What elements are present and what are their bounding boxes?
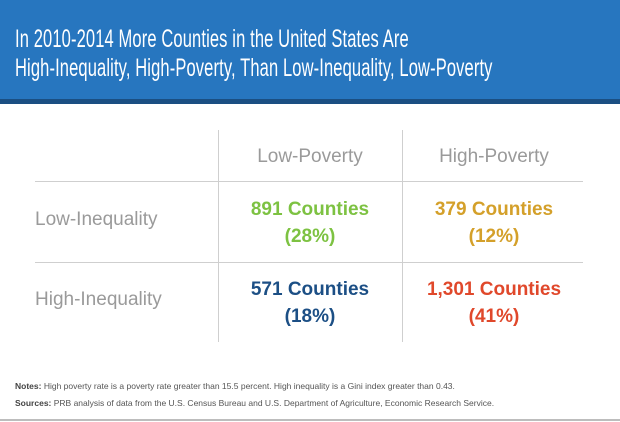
row-header-high-inequality: High-Inequality [35, 289, 162, 310]
row-divider-1 [35, 181, 583, 182]
cell-percent: (28%) [284, 226, 336, 247]
sources-text: Sources: PRB analysis of data from the U… [15, 398, 494, 408]
cell-low-inequality-high-poverty: 379 Counties (12%) [402, 196, 586, 250]
cell-count: 891 Counties [250, 199, 370, 220]
cell-count: 379 Counties [434, 199, 554, 220]
row-divider-2 [35, 262, 583, 263]
sources-label: Sources: [15, 398, 52, 408]
column-header-low-poverty: Low-Poverty [257, 146, 363, 167]
cell-percent: (12%) [468, 226, 520, 247]
notes-text: Notes: High poverty rate is a poverty ra… [15, 381, 455, 391]
title-line-2: High-Inequality, High-Poverty, Than Low-… [15, 54, 493, 82]
notes-body: High poverty rate is a poverty rate grea… [41, 381, 455, 391]
column-divider-2 [402, 130, 403, 342]
cell-low-inequality-low-poverty: 891 Counties (28%) [218, 196, 402, 250]
cell-count: 1,301 Counties [426, 279, 562, 300]
sources-body: PRB analysis of data from the U.S. Censu… [51, 398, 495, 408]
cell-percent: (18%) [284, 306, 336, 327]
title-banner: In 2010-2014 More Counties in the United… [0, 0, 620, 100]
cell-percent: (41%) [468, 306, 520, 327]
title-line-1: In 2010-2014 More Counties in the United… [15, 25, 409, 53]
column-header-high-poverty: High-Poverty [439, 146, 549, 167]
column-divider-1 [218, 130, 219, 342]
cell-count: 571 Counties [250, 279, 370, 300]
bottom-border [0, 419, 620, 421]
cell-high-inequality-low-poverty: 571 Counties (18%) [218, 276, 402, 330]
cell-high-inequality-high-poverty: 1,301 Counties (41%) [402, 276, 586, 330]
header-divider [0, 99, 620, 104]
notes-label: Notes: [15, 381, 42, 391]
row-header-low-inequality: Low-Inequality [35, 209, 158, 230]
title: In 2010-2014 More Counties in the United… [15, 25, 493, 83]
